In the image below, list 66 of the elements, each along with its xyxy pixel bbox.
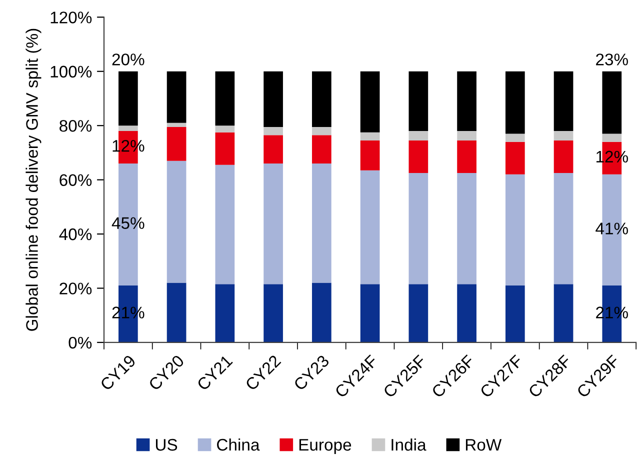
- bar: [554, 284, 574, 342]
- bar: [602, 71, 622, 134]
- bar: [360, 170, 380, 284]
- bar: [457, 140, 476, 174]
- bar: [312, 164, 332, 283]
- bar: [408, 131, 428, 140]
- bar: [602, 134, 622, 142]
- data-label: 20%: [112, 54, 144, 66]
- bar: [360, 71, 380, 132]
- bar: [360, 140, 380, 170]
- bar: [408, 173, 428, 284]
- bar: [215, 132, 235, 165]
- bar: [505, 134, 525, 142]
- legend-label: RoW: [466, 439, 502, 451]
- legend-label: Europe: [299, 439, 352, 454]
- y-tick-label: 20%: [60, 282, 92, 294]
- bar: [505, 174, 525, 286]
- y-tick-label: 80%: [60, 120, 92, 132]
- y-tick-label: 100%: [50, 66, 92, 78]
- bar: [554, 173, 574, 284]
- bar: [264, 126, 283, 136]
- bar: [505, 71, 525, 134]
- bar: [215, 71, 235, 126]
- bar: [264, 71, 283, 127]
- bar: [312, 135, 332, 164]
- bar: [554, 140, 574, 174]
- y-tick-label: 120%: [50, 12, 92, 24]
- y-tick-label: 0%: [68, 336, 92, 349]
- bar: [408, 284, 428, 342]
- data-label: 23%: [596, 54, 628, 66]
- bar: [408, 71, 428, 132]
- bar: [457, 173, 476, 284]
- legend-label: US: [156, 438, 178, 451]
- bar: [166, 126, 186, 161]
- y-tick-label: 40%: [59, 228, 92, 240]
- bar: [312, 126, 332, 136]
- bar: [118, 126, 138, 132]
- bar: [312, 282, 332, 342]
- data-label: 45%: [112, 217, 144, 229]
- y-tick-label: 60%: [60, 174, 92, 186]
- bar: [166, 71, 186, 123]
- legend-label: India: [392, 438, 426, 451]
- data-label: 41%: [596, 222, 628, 234]
- legend-label: China: [217, 438, 260, 451]
- bar: [457, 71, 476, 132]
- bar: [505, 142, 525, 174]
- bar: [360, 132, 380, 140]
- bar: [166, 282, 186, 342]
- bar: [408, 140, 428, 174]
- bar: [215, 284, 235, 342]
- bar: [457, 284, 476, 342]
- bar: [360, 284, 380, 342]
- bar: [554, 131, 574, 140]
- bar: [118, 71, 138, 126]
- bar: [457, 131, 476, 140]
- bar: [264, 135, 283, 164]
- bar: [554, 71, 574, 132]
- bar: [166, 122, 186, 127]
- y-axis-title: Global online food delivery GMV split (%): [26, 28, 42, 331]
- bar: [312, 71, 332, 127]
- bar: [166, 160, 186, 283]
- bar: [215, 164, 235, 284]
- bar: [505, 286, 525, 342]
- bar: [264, 284, 283, 342]
- bar: [215, 126, 235, 132]
- bar: [264, 164, 283, 284]
